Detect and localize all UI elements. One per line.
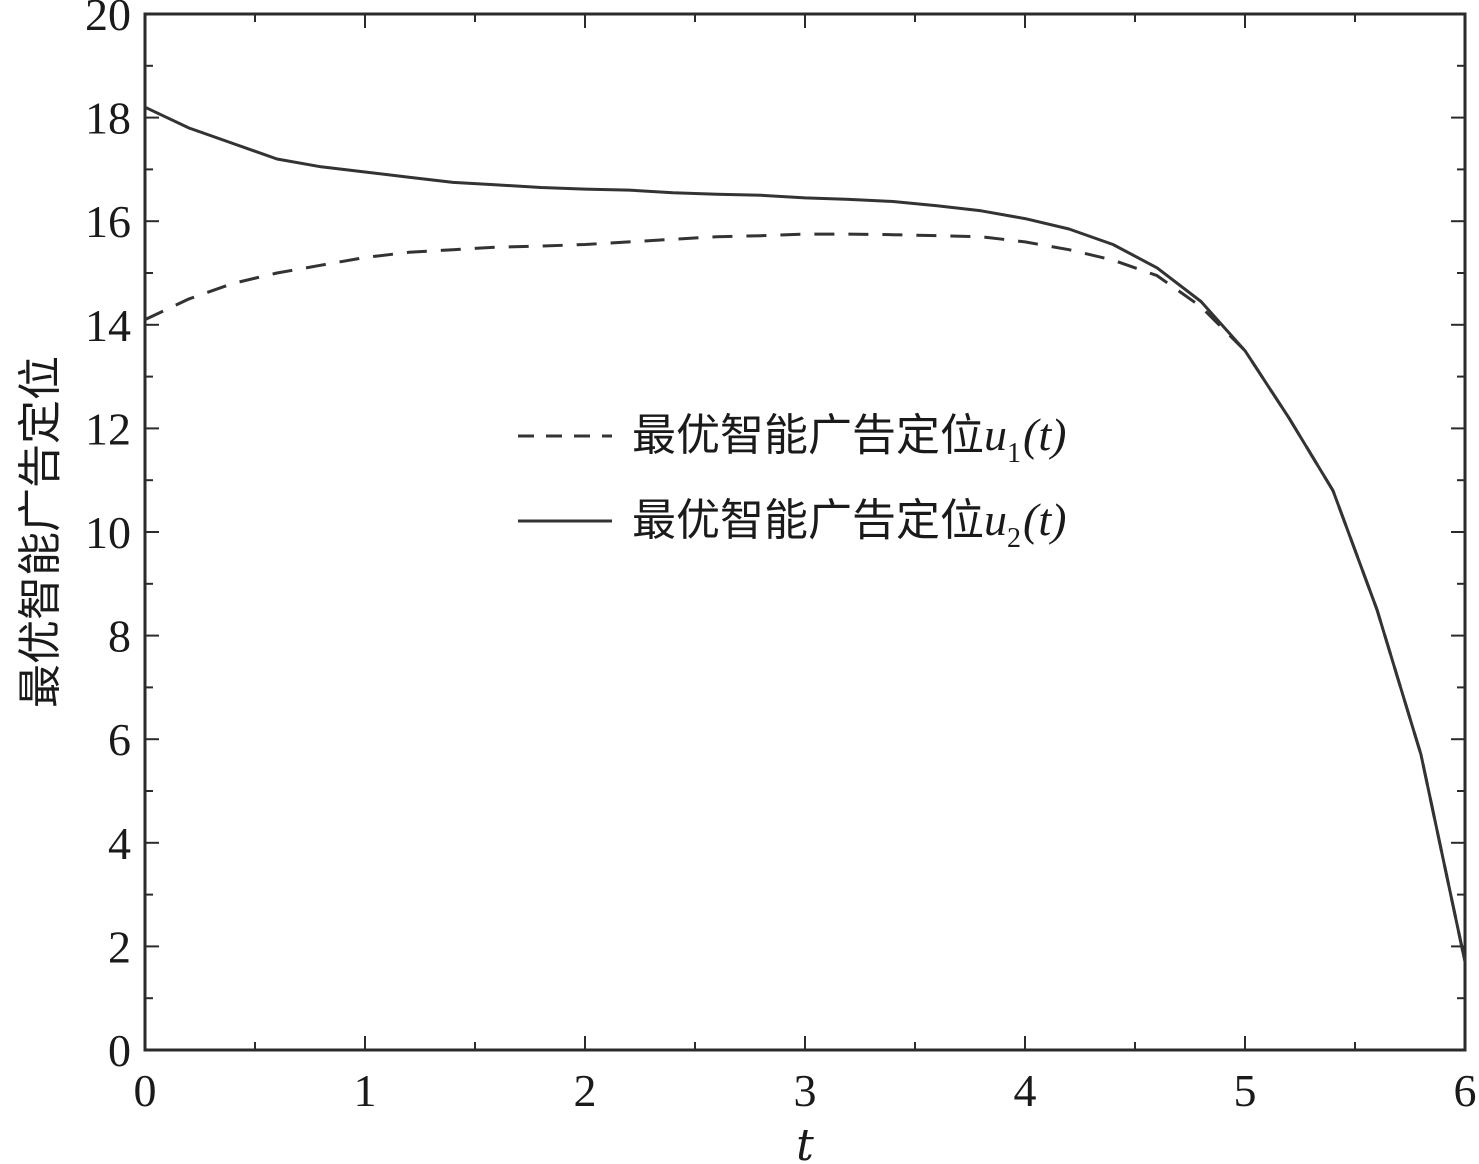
x-tick-label: 2: [574, 1065, 597, 1116]
y-tick-label: 2: [108, 921, 131, 972]
y-tick-label: 20: [85, 0, 131, 40]
y-tick-label: 6: [108, 714, 131, 765]
legend-label-1: 最优智能广告定位u1(t): [632, 409, 1066, 469]
y-tick-label: 18: [85, 93, 131, 144]
y-tick-label: 16: [85, 196, 131, 247]
series-layer: [144, 105, 1467, 963]
legend: 最优智能广告定位u1(t) 最优智能广告定位u2(t): [518, 409, 1066, 554]
legend-label-2: 最优智能广告定位u2(t): [632, 494, 1066, 554]
y-tick-label: 8: [108, 611, 131, 662]
x-tick-label: 4: [1014, 1065, 1037, 1116]
x-tick-label: 3: [794, 1065, 817, 1116]
y-axis-title: 最优智能广告定位: [15, 356, 66, 708]
y-tick-label: 14: [85, 300, 131, 351]
y-tick-label: 0: [108, 1025, 131, 1076]
y-tick-label: 10: [85, 507, 131, 558]
series-line-2: [144, 105, 1467, 963]
y-tick-label: 4: [108, 818, 131, 869]
axis-ticks: [144, 13, 1466, 1051]
x-tick-label: 1: [354, 1065, 377, 1116]
series-line-1: [144, 232, 1467, 963]
y-tick-label: 12: [85, 403, 131, 454]
x-axis-title: t: [796, 1120, 814, 1164]
x-tick-label: 0: [134, 1065, 157, 1116]
x-tick-label: 6: [1454, 1065, 1477, 1116]
x-tick-label: 5: [1234, 1065, 1257, 1116]
